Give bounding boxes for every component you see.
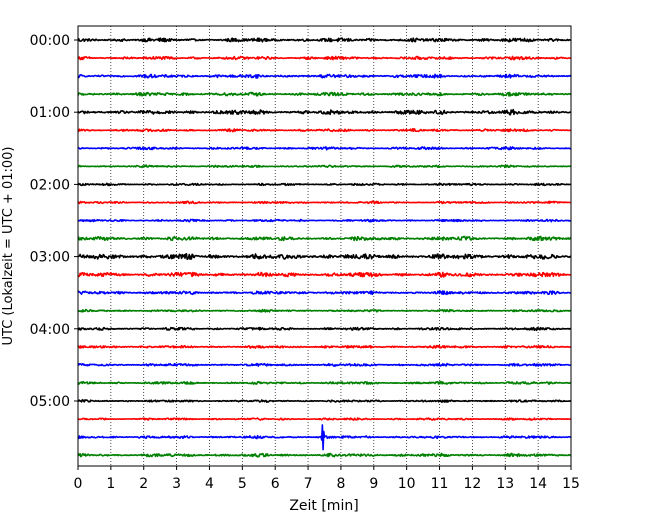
- x-tick-label: 14: [529, 476, 547, 492]
- y-tick-label: 00:00: [30, 33, 70, 49]
- seismogram-traces: [77, 37, 572, 458]
- trace-line: [77, 344, 572, 349]
- y-tick-label: 02:00: [30, 177, 70, 193]
- trace-line: [77, 253, 572, 261]
- plot-frame: [77, 25, 572, 467]
- trace-line: [77, 424, 572, 451]
- y-axis-label: UTC (Lokalzeit = UTC + 01:00): [1, 147, 16, 346]
- y-tick-label: 01:00: [30, 105, 70, 121]
- trace-line: [77, 200, 572, 205]
- trace-line: [77, 146, 572, 151]
- trace-line: [77, 128, 572, 133]
- trace-line: [77, 108, 572, 116]
- trace-line: [77, 452, 572, 458]
- x-axis-label: Zeit [min]: [289, 498, 358, 514]
- x-tick-label: 5: [238, 476, 247, 492]
- x-tick-label: 10: [398, 476, 416, 492]
- trace-line: [77, 362, 572, 367]
- x-tick-label: 6: [271, 476, 280, 492]
- x-tick-label: 13: [496, 476, 514, 492]
- trace-line: [77, 417, 572, 421]
- x-tick-label: 2: [139, 476, 148, 492]
- trace-line: [77, 55, 572, 61]
- trace-line: [77, 73, 572, 79]
- trace-line: [77, 290, 572, 296]
- y-axis-ticks: 00:00 01:00 02:00 03:00 04:00 05:00: [30, 33, 78, 410]
- y-tick-label: 03:00: [30, 250, 70, 266]
- y-tick-label: 04:00: [30, 322, 70, 338]
- x-tick-label: 0: [74, 476, 83, 492]
- trace-line: [77, 37, 572, 43]
- trace-line: [77, 380, 572, 385]
- x-tick-label: 1: [106, 476, 115, 492]
- x-tick-label: 4: [205, 476, 214, 492]
- trace-line: [77, 271, 572, 278]
- y-tick-label: 05:00: [30, 394, 70, 410]
- trace-line: [77, 399, 572, 403]
- trace-line: [77, 235, 572, 242]
- x-tick-label: 3: [172, 476, 181, 492]
- trace-line: [77, 326, 572, 332]
- trace-line: [77, 308, 572, 313]
- x-tick-label: 7: [304, 476, 313, 492]
- x-tick-label: 9: [369, 476, 378, 492]
- trace-line: [77, 91, 572, 97]
- x-tick-label: 12: [463, 476, 481, 492]
- trace-line: [77, 164, 572, 169]
- trace-line: [77, 182, 572, 187]
- x-axis-ticks: 0 1 2 3 4 5 6 7 8 9 10 11 12 13 14 15: [74, 466, 580, 492]
- grid-lines: [110, 26, 539, 466]
- x-tick-label: 11: [431, 476, 449, 492]
- x-tick-label: 8: [336, 476, 345, 492]
- x-tick-label: 15: [562, 476, 580, 492]
- trace-line: [77, 218, 572, 223]
